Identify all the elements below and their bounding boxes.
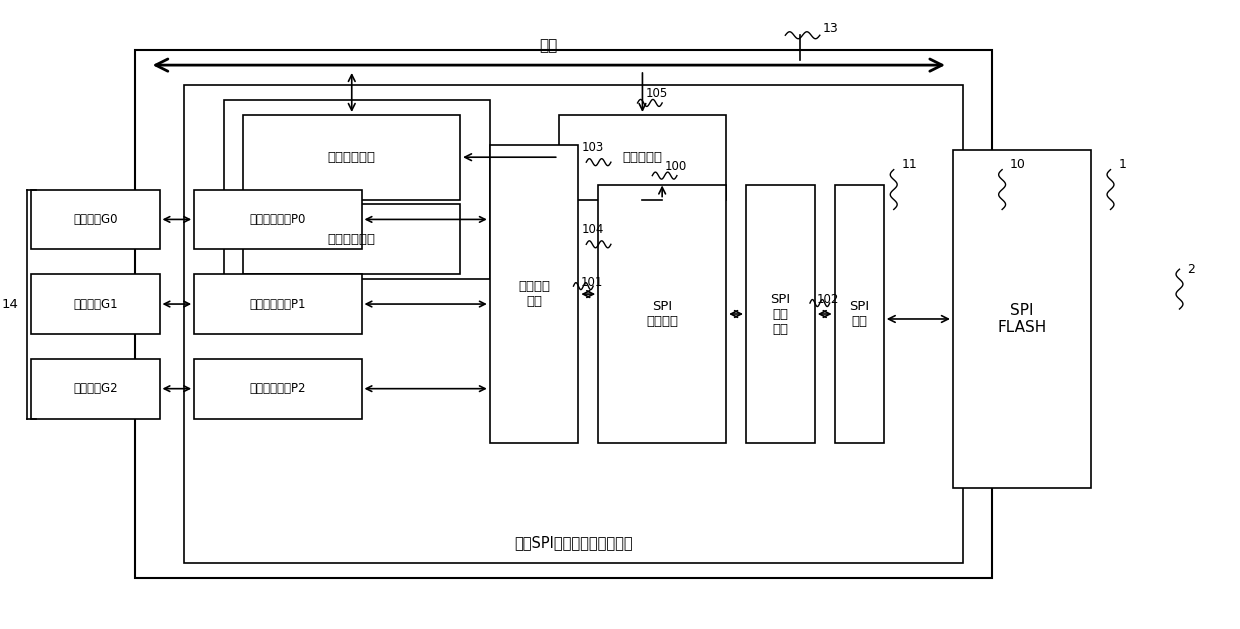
- Text: 专用请求接口P2: 专用请求接口P2: [249, 382, 306, 395]
- Text: 2: 2: [1188, 263, 1195, 276]
- Bar: [243, 204, 460, 274]
- Text: 1: 1: [1118, 158, 1126, 171]
- Text: 11: 11: [901, 158, 918, 171]
- Text: SPI
接口: SPI 接口: [849, 300, 869, 328]
- Text: 13: 13: [823, 22, 838, 35]
- Text: SPI
FLASH: SPI FLASH: [997, 303, 1047, 335]
- Text: 总线: 总线: [539, 38, 558, 53]
- Bar: [559, 115, 727, 199]
- Text: 102: 102: [817, 293, 839, 306]
- Bar: [746, 184, 815, 443]
- Text: 专用模块G1: 专用模块G1: [73, 298, 118, 311]
- Bar: [195, 189, 362, 249]
- Text: SPI
控制模块: SPI 控制模块: [646, 300, 678, 328]
- Text: 101: 101: [580, 276, 603, 289]
- Text: 总线主机接口: 总线主机接口: [327, 151, 376, 164]
- Text: 104: 104: [582, 223, 604, 237]
- Text: 100: 100: [665, 160, 687, 172]
- Bar: [598, 184, 727, 443]
- Bar: [835, 184, 884, 443]
- Bar: [31, 359, 160, 418]
- Bar: [31, 189, 160, 249]
- Text: 专用模块G0: 专用模块G0: [73, 213, 118, 226]
- Text: 基于SPI的数据传输加速装置: 基于SPI的数据传输加速装置: [515, 535, 632, 550]
- Bar: [135, 50, 992, 578]
- Text: 10: 10: [1011, 158, 1025, 171]
- Text: 专用请求接口P0: 专用请求接口P0: [249, 213, 306, 226]
- Text: 14: 14: [1, 298, 19, 311]
- Text: 专用模块G2: 专用模块G2: [73, 382, 118, 395]
- Bar: [952, 150, 1091, 488]
- Bar: [185, 85, 962, 563]
- Bar: [243, 115, 460, 199]
- Text: 103: 103: [582, 142, 604, 154]
- Bar: [195, 359, 362, 418]
- Text: SPI
交互
接口: SPI 交互 接口: [770, 292, 790, 335]
- Bar: [31, 274, 160, 334]
- Text: 寄存器模块: 寄存器模块: [622, 151, 662, 164]
- Text: 请求仲裁
模块: 请求仲裁 模块: [518, 280, 551, 308]
- Text: 系统请求模块: 系统请求模块: [327, 233, 376, 246]
- Text: 专用请求接口P1: 专用请求接口P1: [249, 298, 306, 311]
- Bar: [223, 100, 490, 279]
- Bar: [195, 274, 362, 334]
- Text: 105: 105: [645, 87, 667, 100]
- Bar: [490, 145, 578, 443]
